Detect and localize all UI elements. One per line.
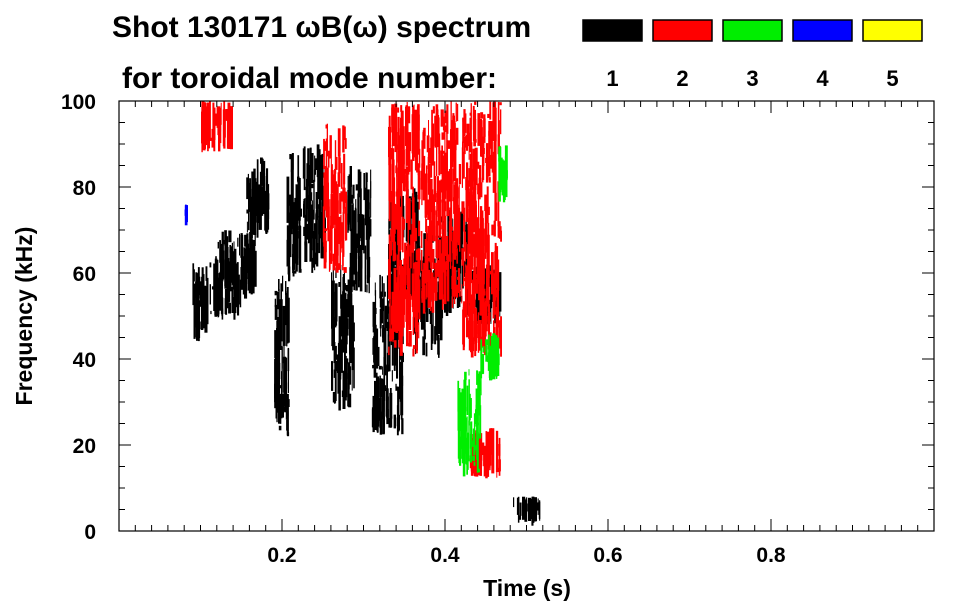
spectrum-region-mode-2: [420, 101, 462, 314]
chart-subtitle: for toroidal mode number:: [122, 62, 497, 95]
spectrum-region-mode-1: [331, 264, 355, 411]
spectrum-region-mode-1: [513, 496, 541, 526]
spectrum-region-mode-4: [184, 204, 188, 226]
spectrum-region-mode-2: [322, 123, 348, 273]
spectrum-region-mode-3: [457, 369, 482, 477]
x-tick-label: 0.4: [430, 544, 460, 567]
spectrum-region-mode-1: [192, 263, 209, 342]
y-tick-label: 40: [73, 349, 96, 372]
y-tick-label: 100: [61, 91, 96, 114]
x-tick-label: 0.6: [593, 544, 622, 567]
legend-swatch-mode-2: [652, 19, 713, 42]
legend-swatch-mode-4: [792, 19, 853, 42]
spectrum-region-mode-2: [388, 102, 421, 357]
plot-frame: [118, 100, 935, 532]
y-axis-label: Frequency (kHz): [11, 227, 37, 406]
spectrum-region-mode-3: [480, 333, 500, 381]
y-tick-label: 20: [73, 435, 96, 458]
spectrum-region-mode-2: [461, 101, 502, 358]
spectrum-region-mode-2: [201, 101, 233, 153]
spectrum-region-mode-1: [274, 275, 290, 437]
spectrum-region-mode-1: [286, 153, 303, 282]
legend-label-mode-4: 4: [816, 66, 829, 91]
legend-swatch-mode-1: [582, 19, 643, 42]
x-tick-label: 0.2: [267, 544, 296, 567]
legend-label-mode-1: 1: [606, 66, 618, 91]
spectrum-region-mode-3: [498, 145, 508, 203]
legend-label-mode-5: 5: [886, 66, 898, 91]
y-tick-label: 80: [73, 177, 96, 200]
y-tick-label: 60: [73, 263, 96, 286]
legend-label-mode-2: 2: [676, 66, 688, 91]
x-axis-label: Time (s): [483, 575, 571, 601]
legend-swatch-mode-5: [862, 19, 923, 42]
spectrum-region-mode-1: [347, 166, 372, 294]
y-tick-label: 0: [84, 521, 96, 544]
x-tick-label: 0.8: [756, 544, 786, 567]
legend-label-mode-3: 3: [746, 66, 758, 91]
spectrum-region-mode-1: [217, 230, 257, 299]
chart-title: Shot 130171 ωB(ω) spectrum: [112, 11, 531, 44]
legend-swatch-mode-3: [722, 19, 783, 42]
spectrum-region-mode-1: [302, 144, 326, 273]
spectrum-region-mode-1: [246, 157, 270, 239]
